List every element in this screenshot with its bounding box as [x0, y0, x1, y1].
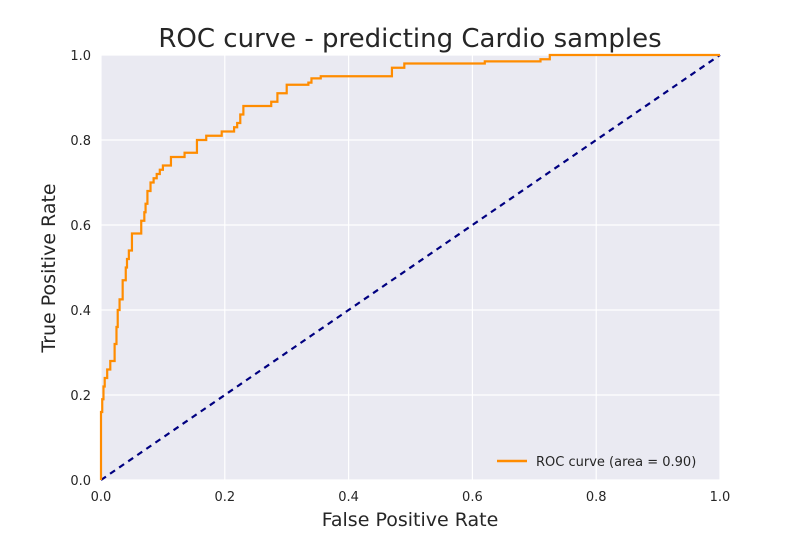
grid-lines [100, 54, 721, 481]
x-tick-label: 0.4 [338, 490, 359, 505]
y-tick-label: 0.4 [70, 304, 91, 319]
x-tick-label: 0.6 [462, 490, 483, 505]
y-tick-label: 0.0 [70, 474, 91, 489]
y-tick-label: 0.2 [70, 389, 91, 404]
y-axis-label: True Positive Rate [38, 183, 60, 353]
chance-line [100, 54, 721, 481]
y-tick-labels: 0.0 0.2 0.4 0.6 0.8 1.0 [70, 49, 91, 489]
roc-curve-line [99, 53, 720, 480]
chart-title: ROC curve - predicting Cardio samples [158, 24, 661, 54]
x-tick-label: 1.0 [710, 490, 731, 505]
x-tick-labels: 0.0 0.2 0.4 0.6 0.8 1.0 [91, 490, 731, 505]
x-tick-label: 0.0 [91, 490, 112, 505]
x-tick-label: 0.2 [214, 490, 235, 505]
y-tick-label: 1.0 [70, 49, 91, 64]
x-tick-label: 0.8 [586, 490, 607, 505]
legend-label: ROC curve (area = 0.90) [536, 455, 696, 470]
chance-diagonal-line [100, 54, 721, 481]
y-tick-label: 0.6 [70, 219, 91, 234]
roc-series [99, 53, 720, 480]
legend: ROC curve (area = 0.90) [497, 455, 696, 470]
x-axis-label: False Positive Rate [322, 509, 499, 531]
y-tick-label: 0.8 [70, 134, 91, 149]
